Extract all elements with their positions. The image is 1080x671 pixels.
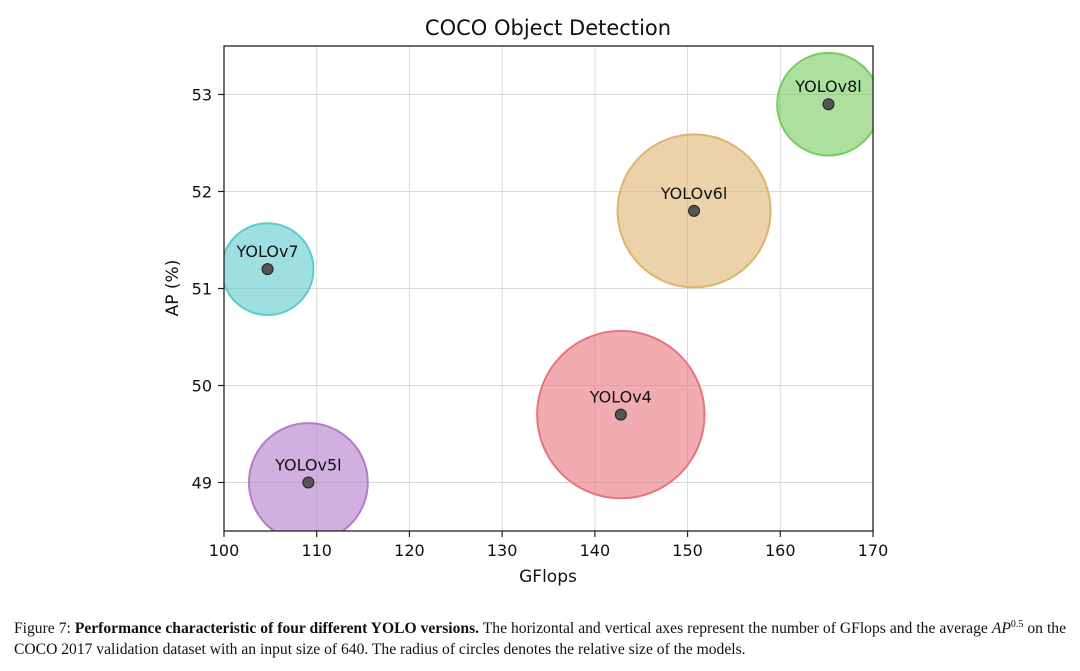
point-label-yolov8l: YOLOv8l	[794, 77, 862, 96]
y-tick-label: 50	[192, 377, 212, 396]
caption-ap-superscript: 0.5	[1010, 618, 1024, 630]
x-axis-label: GFlops	[519, 567, 577, 587]
x-tick-label: 120	[394, 541, 425, 560]
caption-bold-title: Performance characteristic of four diffe…	[74, 620, 480, 637]
x-tick-label: 110	[301, 541, 332, 560]
point-label-yolov7: YOLOv7	[236, 242, 299, 261]
point-label-yolov6l: YOLOv6l	[660, 184, 728, 203]
grid-lines	[223, 46, 874, 531]
caption-prefix: Figure 7:	[14, 620, 75, 637]
x-tick-label: 100	[209, 541, 240, 560]
point-marker-yolov6l	[688, 204, 701, 217]
y-tick-label: 51	[192, 280, 212, 299]
point-label-yolov5l: YOLOv5l	[274, 456, 342, 475]
x-tick-label: 160	[765, 541, 796, 560]
chart-title: COCO Object Detection	[425, 16, 671, 40]
chart-svg: COCO Object Detection YOLOv8lYOLOv6lYOLO…	[163, 16, 889, 587]
point-marker-yolov5l	[302, 476, 315, 489]
y-tick-label: 52	[192, 183, 212, 202]
caption-text-2: on the COCO 2017 validation dataset with…	[14, 620, 1066, 658]
x-tick-label: 130	[487, 541, 518, 560]
bubble-chart: COCO Object Detection YOLOv8l YOLOv6l YOLO…	[163, 16, 889, 587]
point-marker-yolov8l	[822, 98, 835, 111]
y-axis-label: AP (%)	[163, 260, 183, 317]
bubble-layer: YOLOv8l YOLOv6l YOLOv7 YOLOv4 YOLOv5l	[224, 51, 873, 531]
point-marker-yolov4	[614, 408, 627, 421]
caption-ap-symbol: AP	[991, 620, 1011, 637]
x-tick-label: 170	[858, 541, 889, 560]
y-tick-label: 53	[192, 86, 212, 105]
figure-caption: Figure 7: Performance characteristic of …	[14, 618, 1066, 660]
point-marker-yolov7	[261, 263, 274, 276]
x-tick-label: 150	[672, 541, 703, 560]
point-label-yolov4: YOLOv4	[589, 388, 652, 407]
axis-ticks: 100 110 120 130 140 150 160 170 49 50 51 52 53	[192, 86, 889, 561]
y-tick-label: 49	[192, 474, 212, 493]
caption-text-1: The horizontal and vertical axes represe…	[479, 620, 992, 637]
x-tick-label: 140	[580, 541, 611, 560]
